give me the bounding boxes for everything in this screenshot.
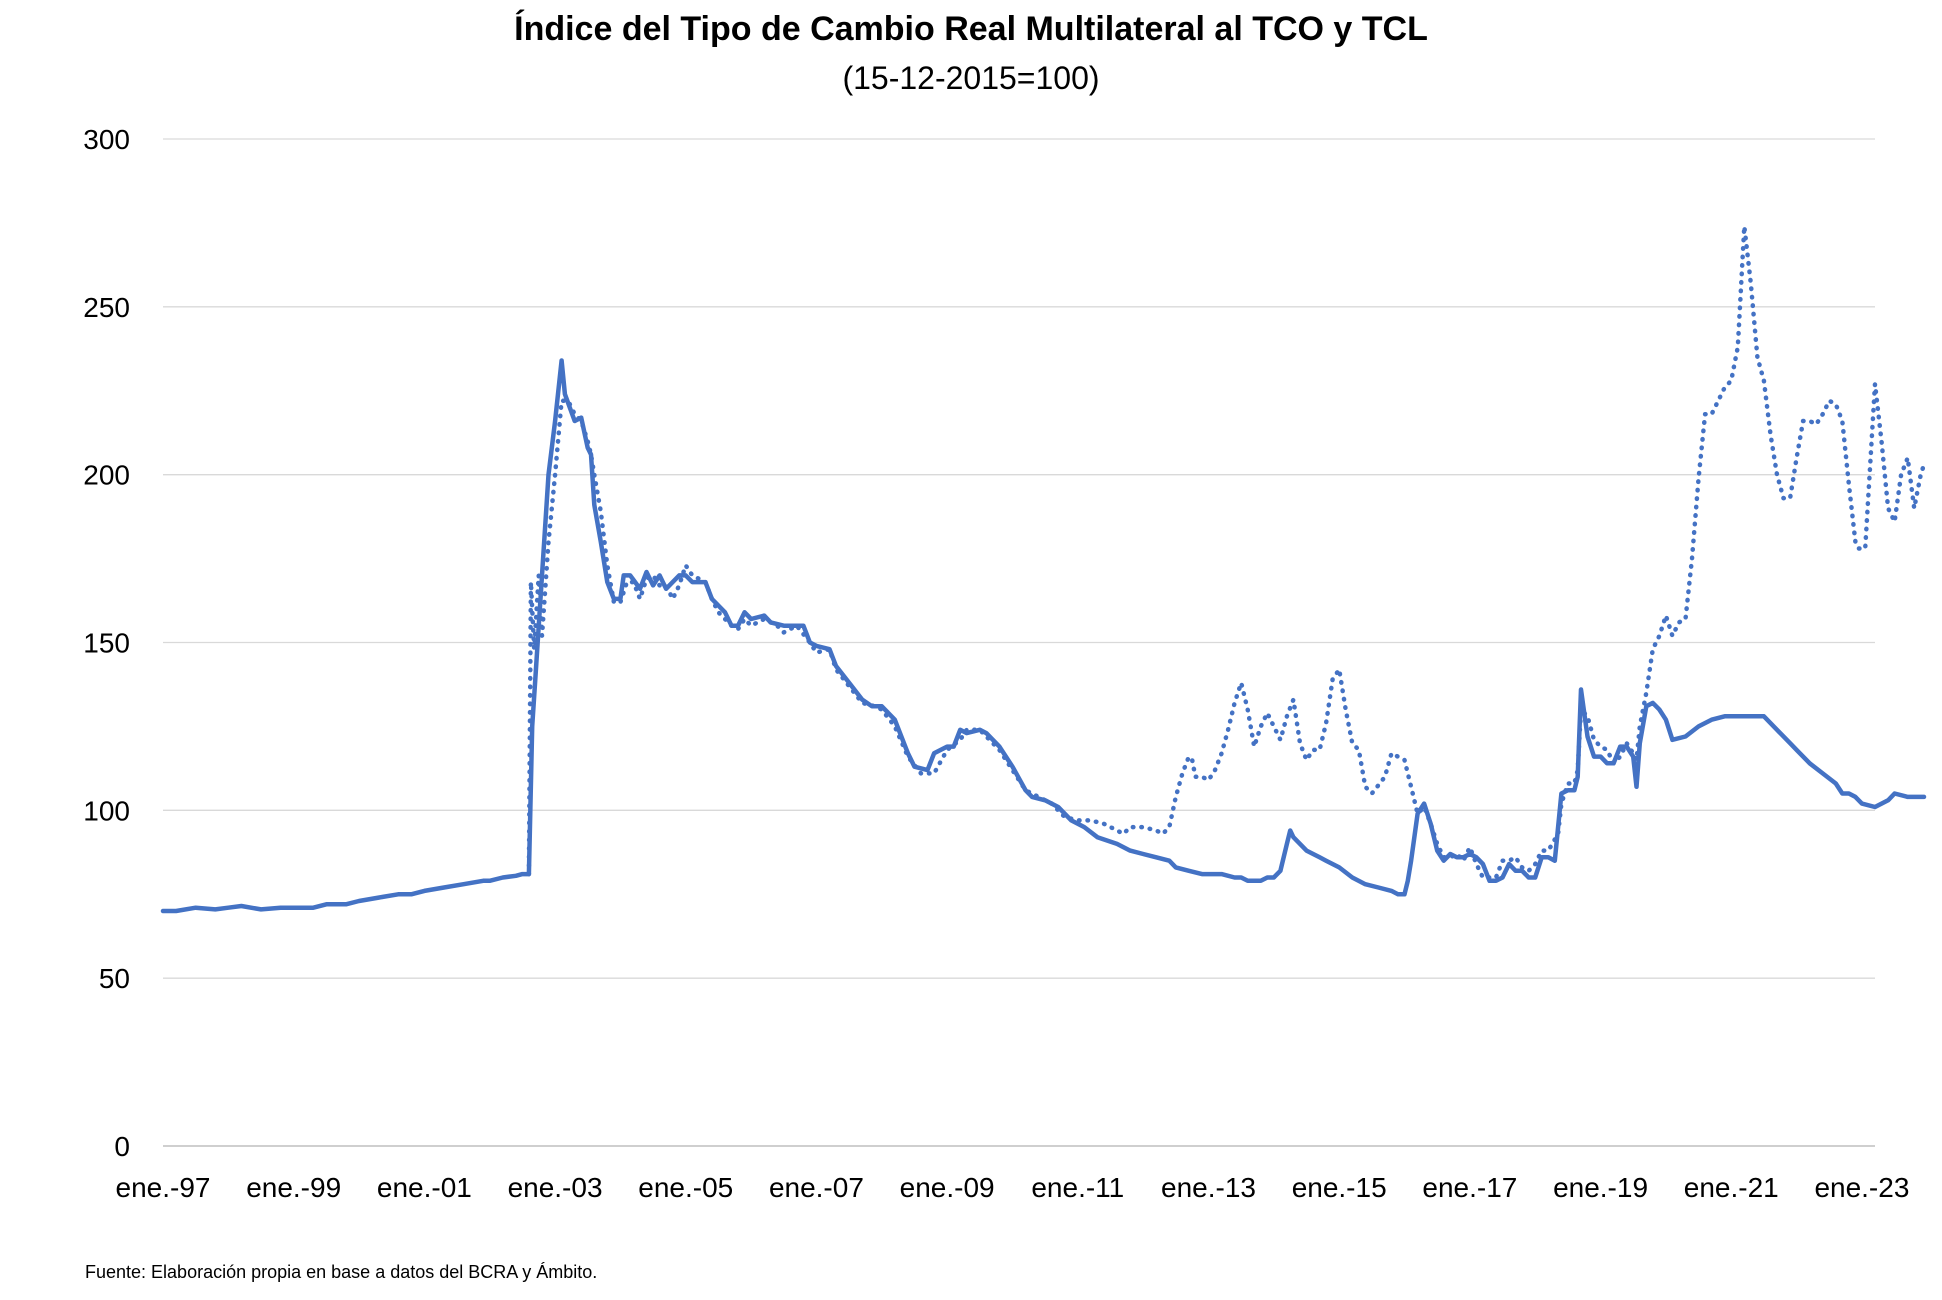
x-tick-label: ene.-99 — [246, 1172, 341, 1203]
x-tick-label: ene.-97 — [116, 1172, 211, 1203]
series-line-dotted — [526, 224, 1927, 880]
x-tick-label: ene.-21 — [1684, 1172, 1779, 1203]
x-tick-label: ene.-23 — [1814, 1172, 1909, 1203]
x-tick-label: ene.-05 — [638, 1172, 733, 1203]
y-tick-label: 200 — [83, 460, 130, 491]
chart-title: Índice del Tipo de Cambio Real Multilate… — [514, 10, 1428, 48]
y-tick-label: 100 — [83, 795, 130, 826]
source-note: Fuente: Elaboración propia en base a dat… — [85, 1262, 598, 1282]
x-tick-label: ene.-01 — [377, 1172, 472, 1203]
x-tick-label: ene.-15 — [1292, 1172, 1387, 1203]
y-axis-tick-labels: 0 50 100 150 200 250 300 — [83, 124, 130, 1162]
x-tick-label: ene.-17 — [1422, 1172, 1517, 1203]
chart-subtitle: (15-12-2015=100) — [842, 60, 1100, 96]
grid-lines — [163, 138, 1875, 979]
y-tick-label: 250 — [83, 292, 130, 323]
x-tick-label: ene.-19 — [1553, 1172, 1648, 1203]
y-tick-label: 0 — [114, 1131, 130, 1162]
x-tick-label: ene.-11 — [1031, 1172, 1124, 1203]
x-tick-label: ene.-07 — [769, 1172, 864, 1203]
x-axis-tick-labels: ene.-97 ene.-99 ene.-01 ene.-03 ene.-05 ene.-… — [116, 1172, 1910, 1203]
x-tick-label: ene.-03 — [508, 1172, 603, 1203]
x-tick-label: ene.-09 — [900, 1172, 995, 1203]
y-tick-label: 150 — [83, 628, 130, 659]
y-tick-label: 300 — [83, 124, 130, 155]
y-tick-label: 50 — [99, 963, 130, 994]
x-tick-label: ene.-13 — [1161, 1172, 1256, 1203]
series-lines — [160, 224, 1927, 914]
